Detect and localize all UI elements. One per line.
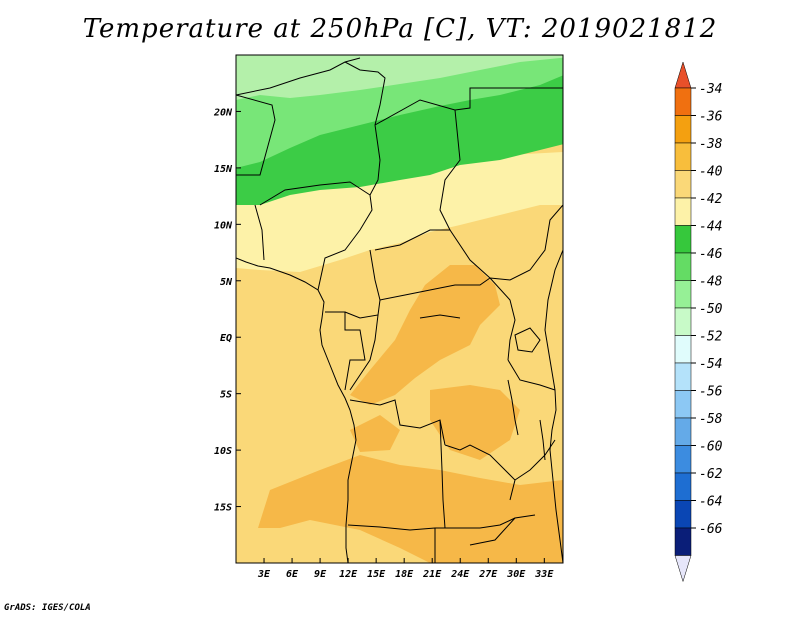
colorbar-label: -48 (699, 275, 723, 290)
colorbar-box (674, 307, 692, 336)
border-libya-chad (374, 99, 456, 126)
colorbar-box (674, 472, 692, 501)
colorbar-label: -60 (699, 440, 723, 455)
colorbar-top-arrow (674, 61, 692, 89)
colorbar-box (674, 500, 692, 529)
x-tick-label: 24E (450, 569, 470, 580)
x-tick-label: 3E (257, 569, 271, 580)
colorbar-label: -62 (699, 467, 723, 482)
colorbar-label: -42 (699, 192, 723, 207)
colorbar-label: -58 (699, 412, 723, 427)
coastline-west-africa (236, 257, 357, 563)
colorbar-box (674, 445, 692, 474)
colorbar-box (674, 115, 692, 144)
x-tick-label: 18E (395, 569, 414, 580)
colorbar-box (674, 527, 692, 556)
border-niger-nigeria (259, 181, 371, 206)
river-congo (419, 314, 461, 319)
colorbar-box (674, 142, 692, 171)
border-tanzania (507, 359, 556, 391)
border-mali-niger (236, 94, 276, 176)
colorbar-label: -56 (699, 385, 723, 400)
border-nigeria-cameroon (317, 194, 373, 291)
lake-tanganyika (507, 379, 519, 436)
border-congo-gabon (325, 311, 366, 391)
axis-ticks: 3E 6E 9E 12E 15E 18E 21E 24E 27E 30E 33E 20N 15N 10N 5… (213, 107, 554, 580)
temp-band-48-50 (236, 55, 563, 100)
temperature-field (236, 55, 563, 563)
border-car-drc (379, 277, 491, 301)
y-tick-label: 20N (213, 107, 233, 118)
colorbar-box (674, 362, 692, 391)
colorbar-label: -50 (699, 302, 723, 317)
colorbar: -34 -36 -38 -40 -42 -44 -46 -48 -50 -52 -54 -56 -58 -… (674, 61, 723, 583)
y-tick-label: 15N (214, 164, 233, 175)
y-tick-label: 10S (214, 446, 232, 457)
y-tick-label: 10N (214, 220, 233, 231)
border-chad-sudan (439, 109, 461, 231)
x-tick-label: 21E (422, 569, 442, 580)
coastline-east-africa (544, 249, 563, 563)
x-tick-label: 6E (286, 569, 299, 580)
border-benin (254, 204, 265, 261)
colorbar-label: -54 (699, 357, 722, 372)
colorbar-box (674, 417, 692, 446)
x-tick-label: 9E (314, 569, 327, 580)
colorbar-label: -38 (699, 137, 723, 152)
x-tick-label: 30E (506, 569, 526, 580)
x-tick-label: 12E (339, 569, 358, 580)
x-tick-label: 27E (478, 569, 498, 580)
border-angola-zambia (439, 419, 446, 529)
colorbar-label: -52 (699, 330, 723, 345)
x-tick-label: 15E (367, 569, 386, 580)
y-tick-label: 5N (220, 277, 233, 288)
temp-band-38-40-east (430, 385, 520, 460)
border-car-sudan (374, 229, 491, 279)
temp-band-38-40-central (350, 265, 500, 405)
colorbar-label: -34 (699, 82, 722, 97)
colorbar-label: -46 (699, 247, 723, 262)
grads-credit: GrADS: IGES/COLA (4, 603, 91, 613)
border-niger-chad (369, 124, 381, 196)
y-tick-label: 15S (214, 503, 232, 514)
colorbar-box (674, 197, 692, 226)
colorbar-bottom-arrow (674, 555, 692, 583)
colorbar-box (674, 280, 692, 309)
lake-malawi (539, 419, 546, 461)
border-zambia-zimbabwe (469, 514, 536, 546)
colorbar-box (674, 335, 692, 364)
colorbar-label: -66 (699, 522, 723, 537)
border-niger-algeria (236, 57, 361, 96)
x-tick-label: 33E (534, 569, 554, 580)
y-tick-label: 5S (220, 390, 232, 401)
border-cameroon-car (344, 249, 381, 319)
colorbar-label: -64 (699, 495, 722, 510)
y-tick-label: EQ (220, 333, 232, 344)
border-drc-uganda (489, 277, 516, 361)
border-egypt-sudan (454, 87, 563, 111)
colorbar-box (674, 225, 692, 254)
temp-band-38-40-south (258, 455, 563, 563)
colorbar-box (674, 87, 692, 116)
colorbar-label: -40 (699, 165, 723, 180)
border-algeria-libya (344, 61, 386, 126)
border-mozambique (514, 439, 556, 481)
colorbar-label: -36 (699, 110, 723, 125)
colorbar-box (674, 390, 692, 419)
colorbar-box (674, 252, 692, 281)
border-sudan-ethiopia (489, 204, 563, 281)
colorbar-label: -44 (699, 220, 722, 235)
chart-title: Temperature at 250hPa [C], VT: 201902181… (82, 14, 718, 44)
border-congo-drc (349, 314, 379, 391)
colorbar-box (674, 170, 692, 199)
lake-victoria (514, 327, 541, 353)
borders-coastlines (236, 57, 563, 563)
map-frame (235, 54, 564, 564)
temp-band-38-40-west (350, 415, 400, 452)
